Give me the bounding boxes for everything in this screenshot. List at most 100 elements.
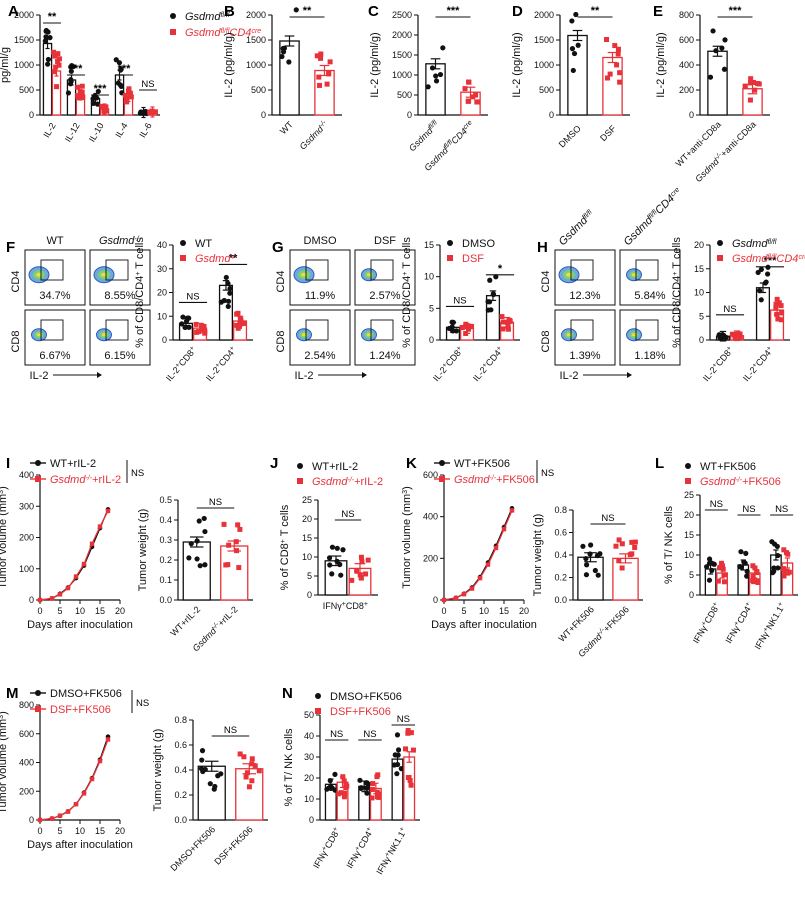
x-tick-label: IL-6 (137, 121, 153, 139)
axis-K-bar: 0.0 0.2 0.4 0.6 0.8 Tumor weight (g) (532, 505, 643, 605)
x-tick-label: DMSO+FK506 (169, 824, 218, 873)
label-part: WT (278, 119, 295, 136)
label-sup: -/- (713, 151, 723, 161)
data-point (756, 81, 762, 87)
y-tick-label: 1000 (534, 60, 554, 70)
data-point (244, 770, 250, 776)
flow-gate (570, 319, 594, 341)
data-point (407, 778, 413, 784)
y-tick-label: 500 (19, 85, 34, 95)
data-point (775, 552, 781, 559)
data-point (89, 776, 95, 782)
data-point (461, 591, 467, 597)
data-point (466, 79, 472, 85)
data-point (405, 775, 411, 781)
y-tick-label: 600 (679, 35, 694, 45)
data-point (616, 537, 622, 543)
flow-cloud-core (36, 272, 42, 277)
data-point (587, 551, 593, 557)
data-point (317, 82, 323, 88)
data-point (359, 559, 365, 565)
data-point (463, 321, 469, 327)
y-tick-label: 2000 (246, 10, 266, 20)
label-part: -/- (489, 475, 496, 482)
data-point (463, 331, 469, 337)
data-point (778, 303, 784, 309)
flow-percentage: 6.15% (104, 350, 135, 362)
data-point (51, 69, 57, 75)
data-point (223, 274, 229, 281)
data-point (775, 316, 781, 322)
data-point (226, 542, 232, 548)
axis-J: 0 5 10 15 20 25 % of CD8+ T cells (279, 495, 378, 600)
axis-E: 0 200 400 600 800 IL-2 (pg/ml/g) (655, 10, 770, 120)
x-tick-label: 10 (479, 606, 489, 616)
label-part: T cells (279, 504, 291, 539)
data-point (329, 571, 335, 577)
flow-cloud-core (36, 333, 42, 337)
x-tick-label: Gsdmdfl/fl (407, 119, 442, 154)
label-part: % of CD8/CD4 (671, 276, 683, 348)
data-point (374, 789, 380, 795)
label-part: Gsdmd (50, 474, 86, 486)
data-point (744, 568, 750, 574)
flow-plot (554, 249, 616, 306)
label-part: + (495, 345, 503, 353)
series-line (39, 509, 109, 601)
data-point (79, 83, 85, 89)
x-axis-label: Days after inoculation (27, 839, 133, 851)
data-point (358, 554, 364, 560)
significance-label: NS (224, 725, 237, 736)
flow-gate (40, 259, 64, 281)
y-tick-label: 15 (424, 240, 434, 250)
y-tick-label: 100 (19, 564, 34, 574)
significance-label: * (498, 263, 503, 275)
x-tick-label: Gsdmd-/-+anti-CD8a (693, 119, 758, 184)
data-point (369, 786, 375, 792)
data-point (775, 565, 781, 571)
legend-label: DSF+FK506 (50, 704, 111, 716)
data-point (233, 539, 239, 545)
legend-marker (170, 29, 176, 35)
y-tick-label: 600 (423, 470, 438, 480)
y-tick-label: 25 (684, 490, 694, 500)
data-point (225, 303, 231, 310)
legend-marker (180, 240, 186, 246)
flow-gate (40, 319, 64, 341)
label-part: IL-2 (41, 121, 57, 139)
data-point (706, 556, 713, 562)
label-part: + (725, 345, 733, 353)
label-part: ) (401, 486, 413, 490)
data-point (594, 552, 601, 559)
significance-label: *** (94, 83, 108, 95)
y-tick-label: 0 (429, 335, 434, 345)
panel-label: M (6, 685, 19, 702)
label-part: % of T/ NK cells (663, 505, 675, 584)
flow-cloud-core (101, 272, 107, 277)
data-point (774, 311, 780, 317)
label-part: NK1.1 (764, 605, 785, 632)
data-point (97, 758, 103, 764)
data-point (573, 11, 579, 18)
data-point (124, 99, 130, 105)
flow-row-label: CD8 (540, 330, 552, 352)
label-part: + (776, 601, 784, 608)
data-point (742, 83, 748, 89)
legend-label: WT+rIL-2 (50, 458, 96, 470)
label-part: + (354, 845, 362, 852)
y-tick-label: 2000 (14, 10, 34, 20)
label-part: IL-12 (63, 121, 82, 144)
data-point (364, 785, 370, 791)
panel-label: E (653, 3, 663, 20)
data-point (68, 68, 74, 74)
data-point (336, 791, 342, 797)
data-point (42, 38, 48, 44)
y-tick-label: 0.8 (174, 715, 187, 725)
data-point (440, 45, 446, 51)
bar (51, 70, 62, 116)
data-point (453, 595, 459, 601)
label-part: + (228, 345, 236, 353)
legend-label: WT (195, 238, 212, 250)
flow-percentage: 12.3% (569, 290, 600, 302)
label-part: -/- (347, 477, 354, 484)
